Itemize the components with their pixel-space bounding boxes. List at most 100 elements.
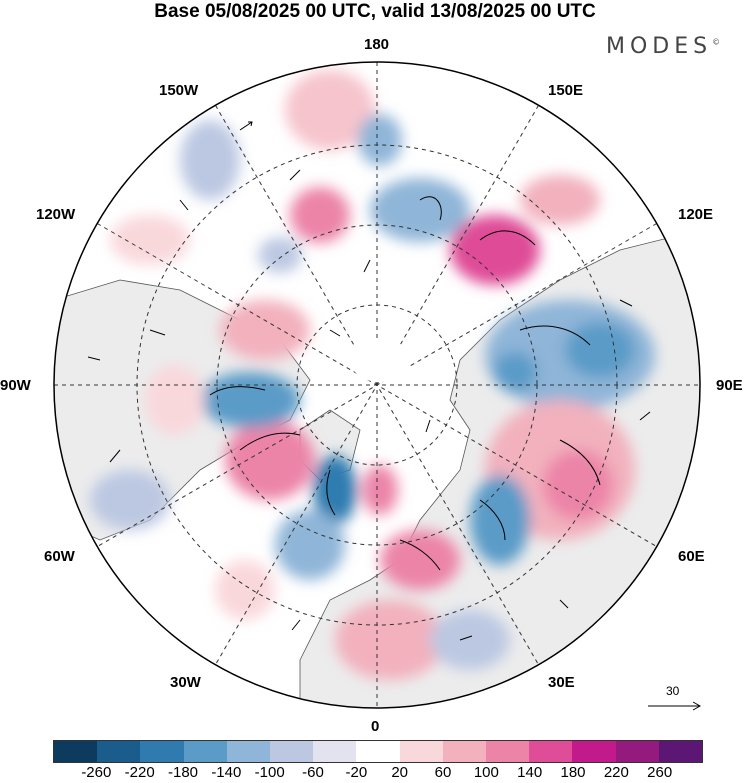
anomaly-blob [370,178,470,242]
wind-arrow [179,199,189,211]
map-title: Base 05/08/2025 00 UTC, valid 13/08/2025… [154,1,596,22]
colorbar-tick-label: -60 [302,764,324,781]
anomaly-blob [565,322,635,378]
anomaly-blob [450,215,540,285]
anomaly-blob [380,530,460,590]
anomaly-blob [258,237,302,273]
anomaly-blob [362,465,398,515]
wind-arrow [399,539,441,571]
lon-label-150e: 150E [548,82,584,99]
lon-label-120e: 120E [678,206,714,223]
lon-label-180: 180 [364,36,390,53]
colorbar-swatch [529,741,573,762]
colorbar-swatch [356,741,400,762]
colorbar-swatch [313,741,357,762]
anomaly-blob [90,470,170,530]
lon-label-90e: 90E [716,377,743,394]
lon-label-30w: 30W [170,674,201,691]
lon-label-90w: 90W [0,377,31,394]
colorbar-tick-label: 140 [517,764,543,781]
anomaly-blob [358,114,402,166]
lon-label-150w: 150W [159,82,199,99]
colorbar-swatch [140,741,184,762]
anomaly-blob [110,215,190,265]
colorbar-swatch [226,741,271,762]
anomaly-blob [430,610,510,670]
colorbar-tick-label: -100 [254,764,285,781]
wind-arrow [419,196,442,221]
meridian-line [97,223,657,547]
wind-arrow [459,635,473,641]
wind-arrow [291,619,301,631]
lon-label-0: 0 [371,718,380,735]
colorbar-tick-label: -20 [345,764,368,781]
graticule [54,62,700,708]
wind-reference-label: 30 [666,684,680,698]
wind-reference-arrow [648,701,702,711]
anomaly-blob [335,600,445,680]
colorbar-swatch [54,741,98,762]
colorbar-tick-label: 260 [647,764,673,781]
colorbar-tick-label: -260 [81,764,112,781]
wind-arrow [109,449,121,463]
brand-name: MODES [606,34,713,59]
wind-arrow [239,432,301,451]
wind-arrow [619,299,633,307]
colorbar-ticks: -260 -220 -180 -140 -100 -60 -20 20 60 100 140 180 2… [53,764,703,782]
colorbar-tick-label: -180 [167,764,199,781]
colorbar-swatch [658,741,703,762]
wind-arrow [479,230,536,246]
anomaly-blob [200,372,300,428]
anomaly-blob [225,420,315,500]
map-boundary [53,61,701,709]
colorbar-tick-label: 180 [560,764,586,781]
colorbar-swatch [442,741,487,762]
colorbar-swatch [615,741,659,762]
wind-arrow [479,499,506,541]
wind-arrow [149,329,166,336]
lon-label-60w: 60W [44,548,75,565]
wind-arrow [239,121,253,131]
anomaly-blob [290,187,350,243]
colorbar-swatch [572,741,616,762]
wind-arrow [87,356,101,361]
anomaly-blob [220,300,310,360]
colorbar-tick-label: 20 [391,764,408,781]
wind-arrow [209,386,266,396]
lon-label-30e: 30E [548,674,575,691]
anomaly-blob [313,455,357,525]
anomaly-blob [520,175,600,225]
brand-mark: © [712,37,721,47]
wind-vectors [87,121,651,641]
wind-arrow [639,411,651,421]
anomaly-blob [145,365,205,435]
wind-arrow [559,599,569,609]
wind-arrow [289,169,301,181]
colorbar-tick-label: 100 [473,764,499,781]
wind-arrow [559,439,601,486]
north-pole-gap [350,338,410,382]
colorbar-swatch [97,741,141,762]
anomaly-blob [543,450,613,520]
colorbar-tick-label: -220 [124,764,155,781]
anomaly-blob [215,560,275,620]
anomaly-blob [285,70,375,150]
wind-arrow [425,419,431,433]
anomaly-blob [275,510,345,580]
colorbar-swatch [486,741,530,762]
colorbar-swatch [399,741,443,762]
modes-logo: MODES© [606,34,720,59]
wind-arrow [326,469,336,516]
anomaly-blob [180,120,240,200]
colorbar-tick-label: -140 [211,764,242,781]
anomaly-blob [493,352,537,392]
colorbar-swatch [183,741,227,762]
wind-arrow [329,329,341,337]
colorbar-tick-label: 220 [603,764,629,781]
lon-label-60e: 60E [678,548,705,565]
wind-arrow [363,259,371,273]
wind-arrow [519,325,591,346]
colorbar-swatch [270,741,314,762]
lon-label-120w: 120W [36,206,76,223]
